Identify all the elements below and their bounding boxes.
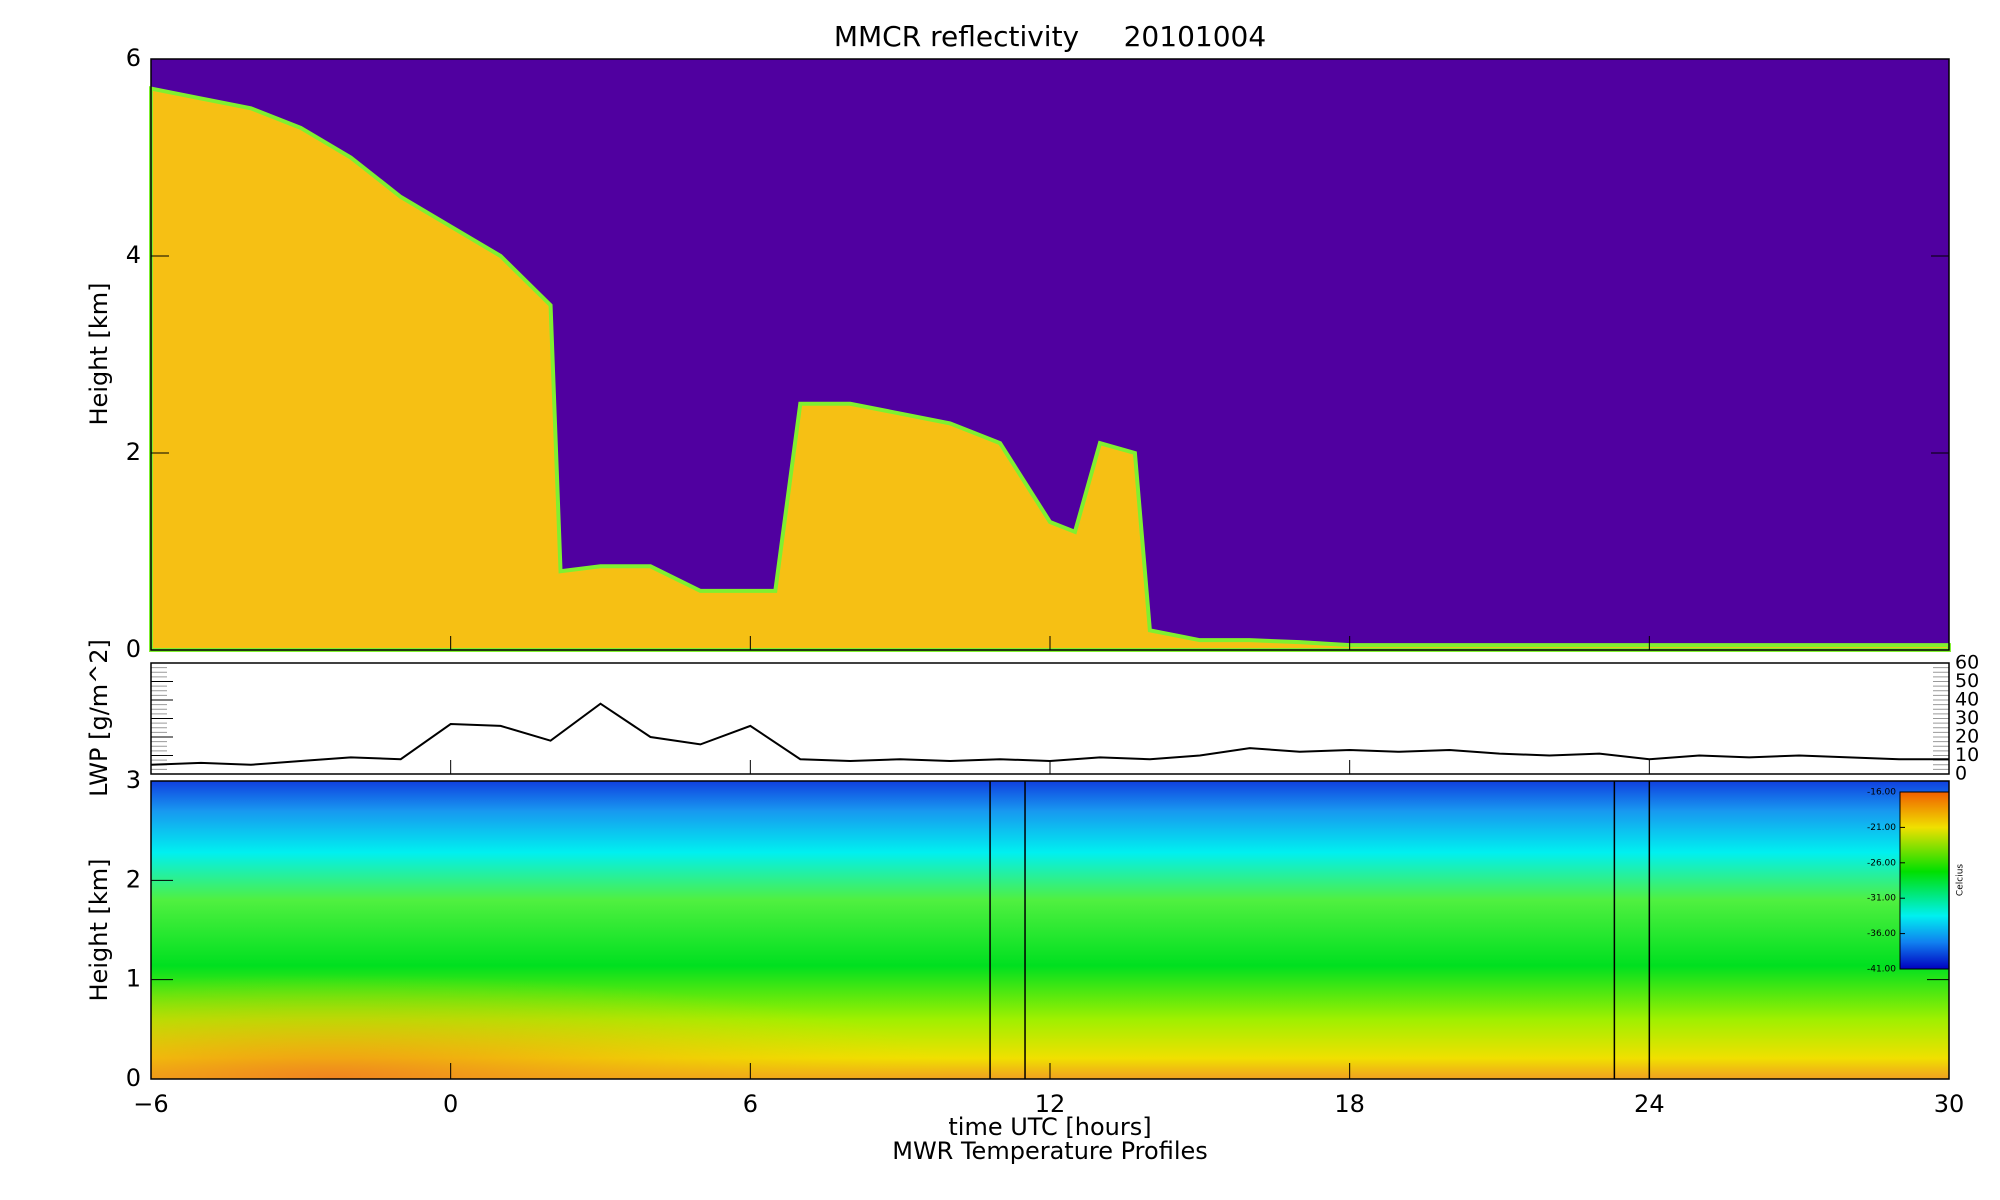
y-tick-label: 2 <box>126 438 141 466</box>
x-tick-label: 30 <box>1934 1090 1965 1118</box>
y-tick-label: 6 <box>126 44 141 72</box>
chart-title: MMCR reflectivity 20101004 <box>834 20 1266 53</box>
x-tick-label: 24 <box>1634 1090 1665 1118</box>
y-tick-label: 4 <box>126 241 141 269</box>
x-tick-label: 12 <box>1035 1090 1066 1118</box>
y-tick-label: 10 <box>1955 744 1979 766</box>
y-tick-label: 1 <box>126 965 141 993</box>
subtitle: MWR Temperature Profiles <box>892 1137 1208 1165</box>
y-tick-label: 2 <box>126 865 141 893</box>
x-tick-label: 6 <box>743 1090 758 1118</box>
colorbar-label: Celcius <box>1956 864 1966 896</box>
colorbar <box>1899 791 1950 970</box>
x-tick-label: 18 <box>1334 1090 1365 1118</box>
colorbar-tick-label: -26.00 <box>1867 858 1896 868</box>
plot-background <box>151 661 1949 776</box>
temperature-warm <box>151 781 1949 1079</box>
x-tick-label: 0 <box>443 1090 458 1118</box>
colorbar-tick-label: -31.00 <box>1867 894 1896 904</box>
y-tick-label: 0 <box>126 1064 141 1092</box>
x-axis-label: time UTC [hours] <box>948 1113 1151 1141</box>
y-tick-label: 50 <box>1955 670 1979 692</box>
colorbar-tick-label: -21.00 <box>1867 823 1896 833</box>
y-axis-label: LWP [g/m^2] <box>85 639 113 797</box>
colorbar-tick-label: -16.00 <box>1867 788 1896 798</box>
y-tick-label: 30 <box>1955 707 1979 729</box>
y-tick-label: 0 <box>1955 763 1967 785</box>
y-tick-label: 40 <box>1955 689 1979 711</box>
colorbar-tick-label: -41.00 <box>1867 965 1896 975</box>
y-tick-label: 60 <box>1955 652 1979 674</box>
panel-frame <box>150 780 1950 1080</box>
y-axis-label: Height [km] <box>85 283 113 426</box>
x-tick-label: −6 <box>133 1090 168 1118</box>
colorbar-tick-label: -36.00 <box>1867 929 1896 939</box>
y-tick-label: 3 <box>126 766 141 794</box>
y-tick-label: 0 <box>126 635 141 663</box>
cloud-area <box>149 86 1951 652</box>
y-axis-label: Height [km] <box>85 859 113 1002</box>
y-tick-label: 20 <box>1955 726 1979 748</box>
